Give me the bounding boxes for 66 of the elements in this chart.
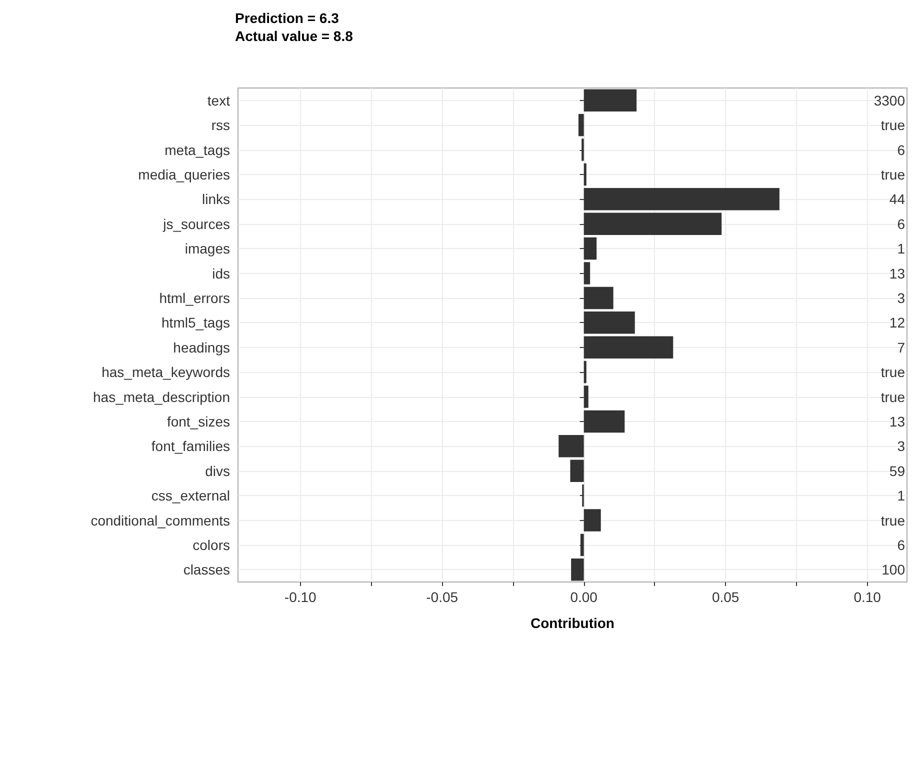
annotation: 3 (897, 290, 906, 306)
y-tick-label: font_sizes (166, 413, 230, 430)
annotation: true (880, 388, 906, 405)
annotation: true (880, 166, 906, 182)
y-tick-label: colors (192, 536, 230, 553)
y-tick-label: text (207, 92, 230, 108)
y-tick-label: font_families (151, 438, 230, 454)
bar (580, 534, 584, 556)
annotation: 3300 (874, 92, 906, 108)
bar (584, 312, 635, 334)
y-tick-label: html_errors (159, 290, 230, 306)
bar (584, 237, 597, 260)
annotation: 100 (882, 562, 906, 578)
x-axis-title: Contribution (530, 615, 614, 631)
bar (584, 212, 722, 235)
annotation: 6 (897, 216, 906, 232)
bar (571, 558, 584, 581)
y-tick-label: has_meta_description (93, 388, 230, 405)
y-tick-label: classes (183, 562, 230, 578)
annotation: 59 (889, 462, 906, 479)
y-tick-label: html5_tags (162, 314, 230, 331)
y-tick-label: media_queries (138, 166, 230, 182)
bar (584, 89, 637, 112)
y-tick-label: conditional_comments (90, 512, 230, 528)
chart-subtitle: Actual value = 8.8 (235, 28, 354, 44)
bar (584, 262, 590, 284)
y-tick-label: ids (212, 265, 230, 282)
bar (584, 509, 601, 532)
annotation: 44 (889, 191, 906, 208)
y-tick-label: divs (205, 462, 230, 479)
bar (584, 188, 780, 210)
annotation: 1 (897, 240, 906, 257)
bar (584, 336, 674, 358)
y-tick-label: images (184, 240, 230, 257)
annotation: 6 (897, 142, 906, 158)
chart-title: Prediction = 6.3 (235, 10, 340, 26)
y-tick-label: meta_tags (164, 142, 230, 158)
annotation: 12 (889, 314, 906, 331)
y-tick-label: headings (173, 339, 230, 356)
y-tick-label: css_external (151, 488, 230, 504)
x-tick-label: -0.05 (426, 589, 458, 605)
bar (578, 114, 584, 136)
y-tick-label: has_meta_keywords (102, 364, 230, 380)
bar (584, 386, 588, 408)
annotation: 1 (897, 488, 906, 504)
x-tick-label: 0.05 (712, 589, 740, 605)
annotation: 13 (889, 413, 906, 430)
bar (570, 460, 584, 482)
y-tick-label: rss (211, 117, 230, 134)
bar (584, 163, 586, 186)
y-tick-label: js_sources (162, 216, 230, 232)
bar (584, 410, 625, 433)
annotation: 13 (889, 265, 906, 282)
annotation: true (880, 117, 906, 134)
x-tick-label: 0.00 (570, 589, 598, 605)
annotation: true (880, 364, 906, 380)
annotation: 6 (897, 536, 906, 553)
bar (584, 360, 586, 384)
annotation: 3 (897, 438, 906, 454)
annotation: true (880, 512, 906, 528)
bar (584, 286, 614, 310)
annotation: 7 (897, 339, 906, 356)
x-tick-label: -0.10 (284, 589, 317, 605)
x-tick-label: 0.10 (854, 589, 882, 605)
bar (558, 435, 584, 458)
y-tick-label: links (202, 191, 230, 208)
